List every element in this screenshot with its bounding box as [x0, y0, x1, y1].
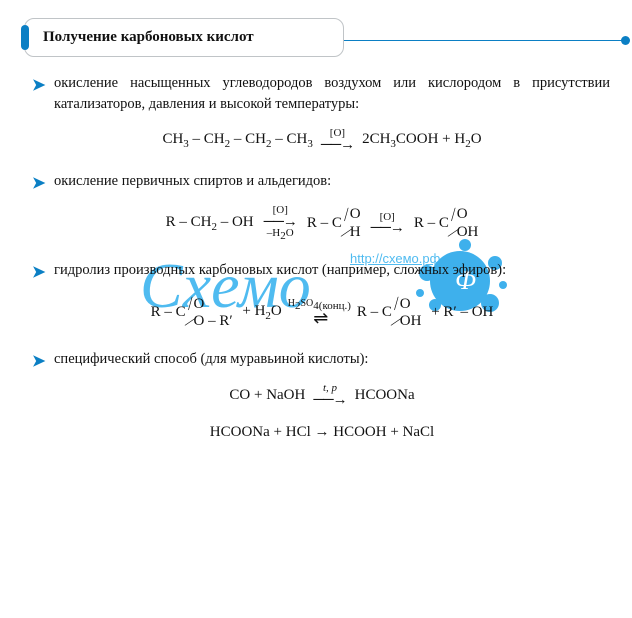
reaction-arrow-icon: [O] ──→ –H2O [264, 206, 297, 242]
bullet-arrow-icon: ➤ [32, 261, 45, 284]
content-area: ➤ окисление насыщенных углеводородов воз… [0, 57, 632, 443]
header-right-line [344, 40, 626, 41]
bullet-text: гидролиз производных карбоновых кислот (… [54, 262, 506, 278]
equation-4: CO + NaOH t, p ──→ HCOONa HCOONa + HCl →… [34, 384, 610, 443]
header-title: Получение карбоновых кислот [43, 29, 254, 45]
header-box: Получение карбоновых кислот [24, 18, 344, 57]
header-right-dot [621, 36, 630, 45]
reaction-arrow-icon: t, p ──→ [313, 384, 346, 407]
bullet-arrow-icon: ➤ [32, 74, 45, 97]
bullet-arrow-icon: ➤ [32, 350, 45, 373]
bullet-text: окисление насыщенных углеводородов возду… [54, 75, 610, 112]
bullet-item: ➤ окисление первичных спиртов и альдегид… [34, 171, 610, 192]
bullet-text: специфический способ (для муравьиной кис… [54, 351, 368, 367]
reaction-arrow-icon: [O] ──→ [371, 213, 404, 236]
reaction-arrow-icon: [O] ──→ [321, 129, 354, 152]
bullet-item: ➤ окисление насыщенных углеводородов воз… [34, 73, 610, 115]
bullet-item: ➤ гидролиз производных карбоновых кислот… [34, 260, 610, 281]
equation-2: R – CH2 – OH [O] ──→ –H2O R – C ⁄O ⁄H [O… [34, 206, 610, 242]
bullet-text: окисление первичных спиртов и альдегидов… [54, 173, 331, 189]
bullet-arrow-icon: ➤ [32, 172, 45, 195]
header-accent-bar [21, 25, 29, 50]
equation-1: CH3 – CH2 – CH2 – CH3 [O] ──→ 2CH3COOH +… [34, 129, 610, 153]
bullet-item: ➤ специфический способ (для муравьиной к… [34, 349, 610, 370]
equilibrium-arrow-icon: H2SO4(конц.) ⇌ [288, 300, 351, 327]
equation-3: R – C ⁄O ⁄O – R′ + H2O H2SO4(конц.) ⇌ R … [34, 295, 610, 331]
